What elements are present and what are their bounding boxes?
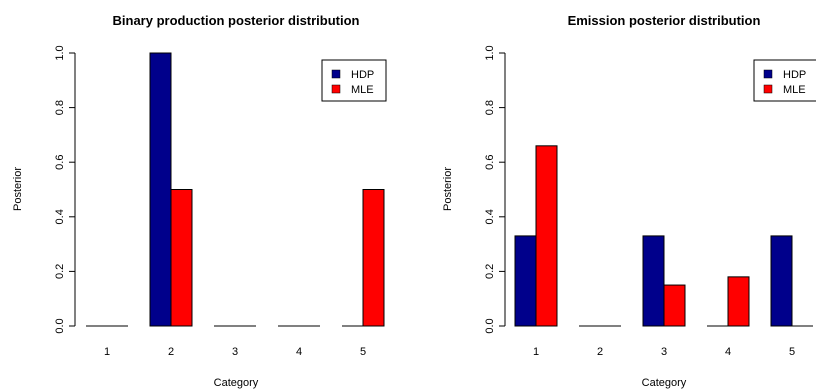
chart-title: Emission posterior distribution xyxy=(568,13,761,28)
bar-mle xyxy=(727,276,750,327)
x-tick-label: 1 xyxy=(533,346,539,358)
y-tick-label: 0.6 xyxy=(484,155,496,170)
legend-swatch-mle xyxy=(763,84,773,94)
x-axis-label: Category xyxy=(642,377,687,389)
legend-label-hdp: HDP xyxy=(351,69,374,81)
y-tick-label: 0.0 xyxy=(484,318,496,333)
x-tick-label: 2 xyxy=(597,346,603,358)
x-axis-label: Category xyxy=(214,377,259,389)
x-tick-label: 3 xyxy=(232,346,238,358)
x-tick-label: 2 xyxy=(168,346,174,358)
y-tick-label: 1.0 xyxy=(54,45,66,60)
bar-mle xyxy=(663,284,686,327)
x-tick-label: 5 xyxy=(789,346,795,358)
bar-mle xyxy=(170,189,193,327)
legend-swatch-mle xyxy=(331,84,341,94)
y-axis-label: Posterior xyxy=(12,167,24,211)
legend: HDP MLE xyxy=(753,59,816,102)
legend-swatch-hdp xyxy=(763,69,773,79)
bar-hdp xyxy=(514,235,537,327)
y-tick-label: 0.2 xyxy=(54,264,66,279)
legend: HDP MLE xyxy=(321,59,387,102)
y-tick-label: 0.4 xyxy=(54,209,66,224)
x-tick-label: 4 xyxy=(296,346,302,358)
y-tick-label: 0.8 xyxy=(54,100,66,115)
y-tick-label: 0.2 xyxy=(484,264,496,279)
legend-swatch-hdp xyxy=(331,69,341,79)
y-tick-label: 0.8 xyxy=(484,100,496,115)
bar-mle xyxy=(362,189,385,327)
bars xyxy=(514,145,813,327)
bar-hdp xyxy=(149,52,172,327)
y-tick-label: 0.6 xyxy=(54,155,66,170)
x-tick-label: 5 xyxy=(360,346,366,358)
x-axis-tick-labels: 1 2 3 4 5 xyxy=(533,346,795,358)
chart-title: Binary production posterior distribution xyxy=(113,13,360,28)
legend-label-mle: MLE xyxy=(783,84,806,96)
y-axis-label: Posterior xyxy=(442,167,454,211)
bars xyxy=(86,52,385,327)
legend-label-mle: MLE xyxy=(351,84,374,96)
bar-hdp xyxy=(642,235,665,327)
y-tick-label: 0.0 xyxy=(54,318,66,333)
x-tick-label: 4 xyxy=(725,346,731,358)
legend-box xyxy=(753,59,816,102)
y-tick-label: 0.4 xyxy=(484,209,496,224)
y-axis-ticks: 0.0 0.2 0.4 0.6 0.8 1.0 xyxy=(484,45,505,334)
y-tick-label: 1.0 xyxy=(484,45,496,60)
y-axis-ticks: 0.0 0.2 0.4 0.6 0.8 1.0 xyxy=(54,45,75,334)
x-tick-label: 3 xyxy=(661,346,667,358)
bar-hdp xyxy=(770,235,793,327)
legend-box xyxy=(321,59,387,102)
bar-mle xyxy=(535,145,558,327)
x-axis-tick-labels: 1 2 3 4 5 xyxy=(104,346,366,358)
chart-panel-binary: Binary production posterior distribution… xyxy=(12,13,387,389)
legend-label-hdp: HDP xyxy=(783,69,806,81)
chart-panel-emission: Emission posterior distribution 0.00.20.… xyxy=(442,13,816,389)
x-tick-label: 1 xyxy=(104,346,110,358)
